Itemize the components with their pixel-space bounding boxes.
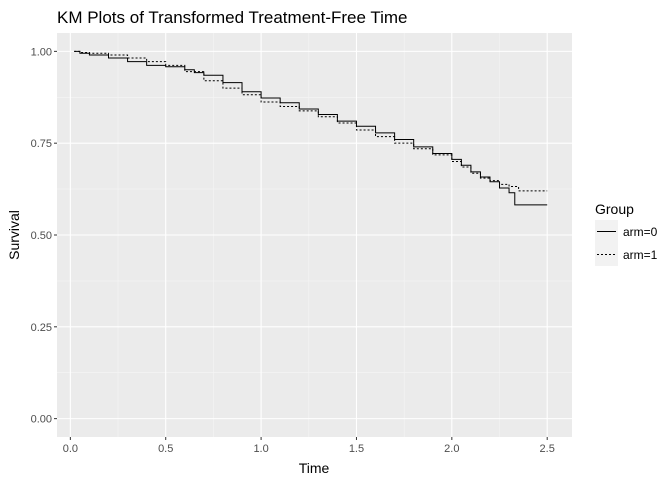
series-layer: [74, 50, 548, 206]
x-tick-label: 0.0: [63, 443, 78, 455]
x-axis-title: Time: [299, 460, 330, 476]
km-curve-arm-1: [74, 50, 548, 192]
x-axis: 0.0 0.5 1.0 1.5 2.0 2.5: [63, 437, 555, 455]
y-tick-label: 0.00: [31, 414, 52, 426]
x-tick-label: 1.5: [349, 443, 364, 455]
y-axis-title: Survival: [6, 210, 22, 260]
legend-label: arm=0: [623, 225, 658, 239]
x-tick-label: 0.5: [158, 443, 173, 455]
x-tick-label: 2.0: [444, 443, 459, 455]
y-tick-label: 0.50: [31, 230, 52, 242]
major-grid: [57, 33, 572, 437]
legend: Group arm=0 arm=1: [595, 201, 658, 266]
chart-title: KM Plots of Transformed Treatment-Free T…: [57, 8, 408, 27]
y-tick-label: 0.25: [31, 322, 52, 334]
legend-label: arm=1: [623, 248, 658, 262]
y-tick-label: 1.00: [31, 46, 52, 58]
x-tick-label: 2.5: [540, 443, 555, 455]
y-axis: 0.00 0.25 0.50 0.75 1.00: [31, 46, 57, 426]
y-tick-label: 0.75: [31, 138, 52, 150]
legend-title: Group: [595, 201, 634, 217]
x-tick-label: 1.0: [253, 443, 268, 455]
